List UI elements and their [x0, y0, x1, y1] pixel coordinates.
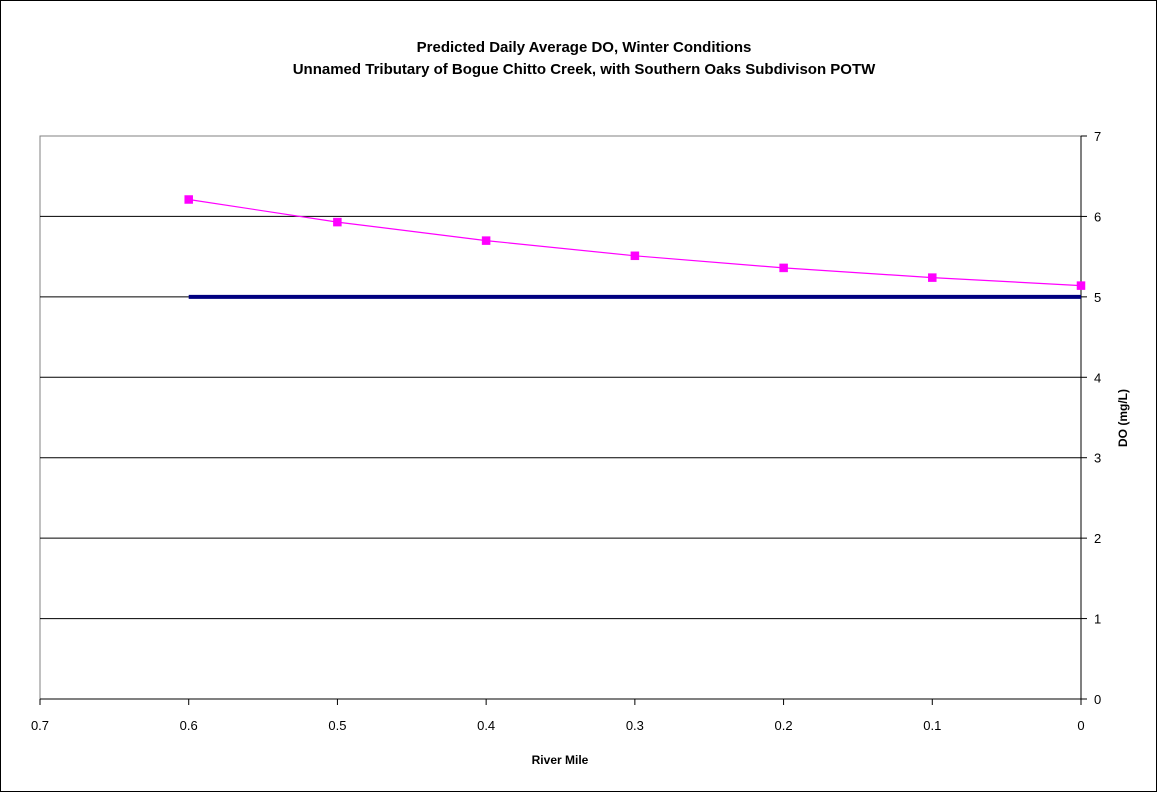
series-0-point-4 [779, 263, 788, 273]
x-axis-label: River Mile [532, 753, 589, 767]
x-tick-labels: 0.7 0.6 0.5 0.4 0.3 0.2 0.1 0 [31, 718, 1085, 733]
y-axis-label: DO (mg/L) [1116, 389, 1130, 447]
series-0-point-2 [481, 236, 491, 245]
y-tick-label-4: 4 [1094, 370, 1101, 385]
y-tick-label-1: 1 [1094, 612, 1101, 627]
series-0-point-3 [630, 251, 640, 261]
series-0-point-0 [184, 195, 193, 204]
series-0-point-5 [928, 273, 937, 282]
x-tick-label-2: 0.5 [328, 718, 346, 733]
x-tick-label-5: 0.2 [775, 718, 793, 733]
series-0-point-1 [333, 217, 342, 227]
x-tick-label-4: 0.3 [626, 718, 644, 733]
series-0-point-6 [1076, 281, 1086, 290]
x-tick-label-3: 0.4 [477, 718, 495, 733]
series-layer [184, 195, 1086, 299]
y-tick-label-5: 5 [1094, 290, 1101, 305]
y-tick-label-6: 6 [1094, 209, 1101, 224]
y-tick-label-2: 2 [1094, 531, 1101, 546]
y-tick-label-3: 3 [1094, 451, 1101, 466]
y-tick-labels: 0 1 2 3 4 5 6 7 [1094, 129, 1101, 707]
chart-title: Predicted Daily Average DO, Winter Condi… [417, 39, 752, 56]
x-tick-label-7: 0 [1077, 718, 1084, 733]
axes [39, 135, 1087, 705]
chart-subtitle: Unnamed Tributary of Bogue Chitto Creek,… [293, 61, 876, 78]
y-tick-label-0: 0 [1094, 692, 1101, 707]
x-tick-label-0: 0.7 [31, 718, 49, 733]
x-tick-label-6: 0.1 [923, 718, 941, 733]
x-tick-label-1: 0.6 [180, 718, 198, 733]
y-tick-label-7: 7 [1094, 129, 1101, 144]
plot-area [39, 135, 1082, 700]
